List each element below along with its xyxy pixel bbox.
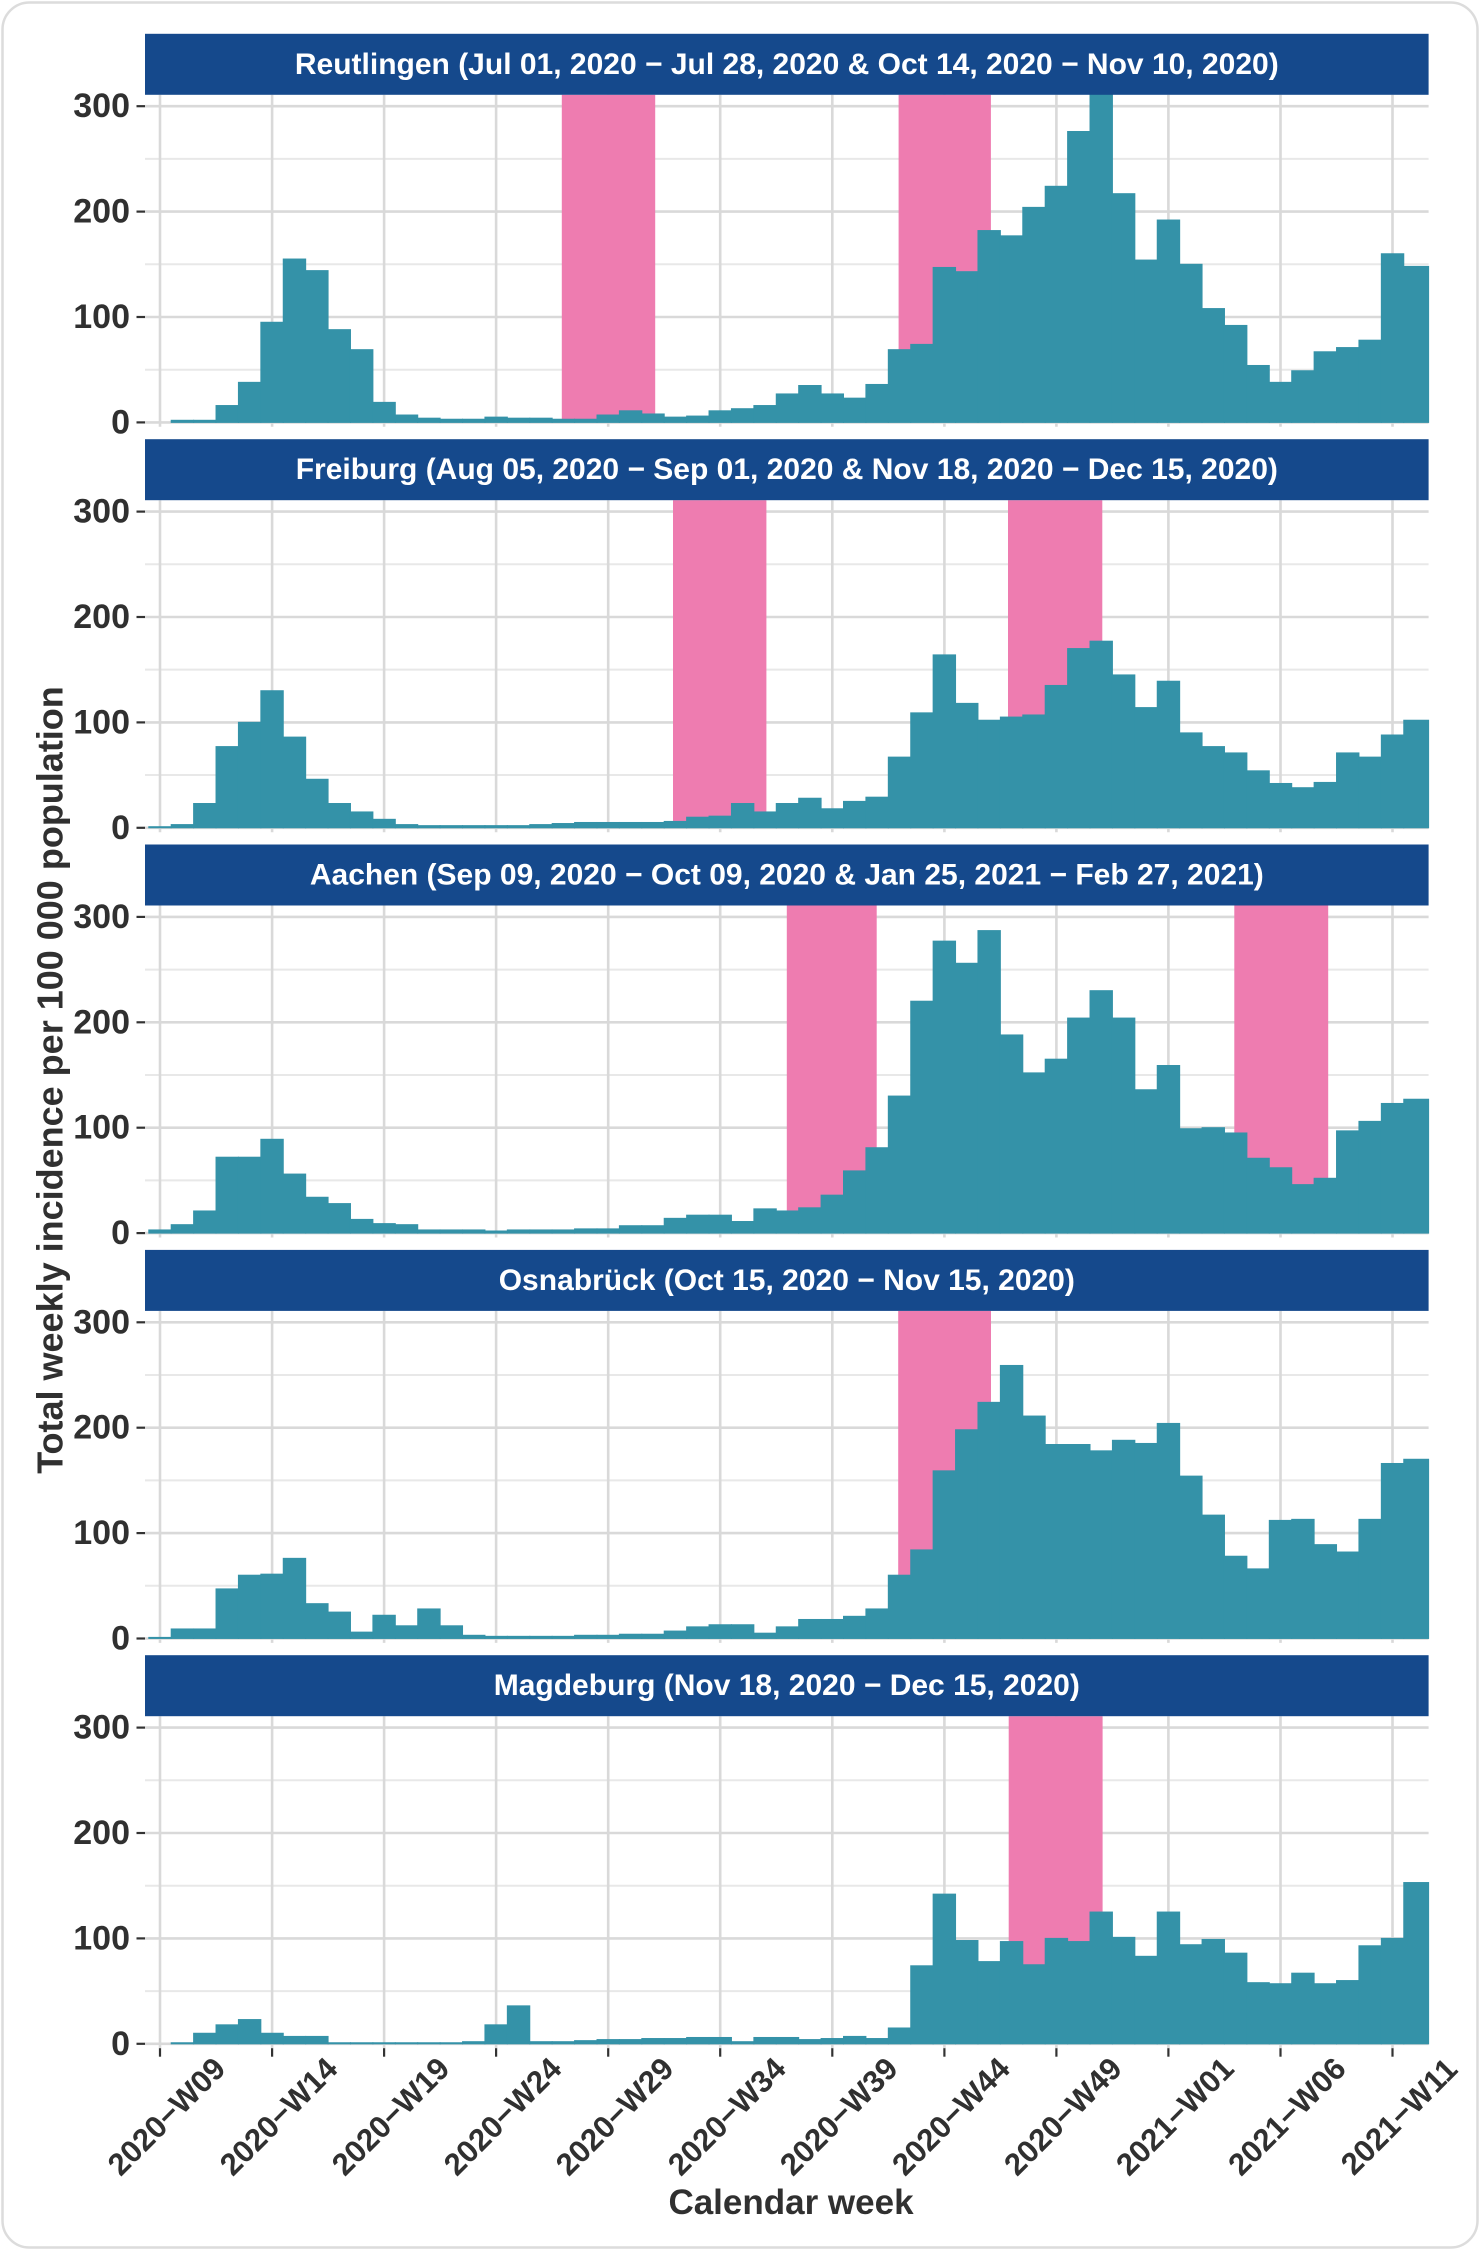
svg-text:Osnabrück (Oct 15, 2020 − Nov: Osnabrück (Oct 15, 2020 − Nov 15, 2020)	[499, 1264, 1075, 1297]
svg-text:100: 100	[73, 298, 130, 336]
svg-text:200: 200	[73, 1814, 130, 1852]
svg-text:200: 200	[73, 1409, 130, 1447]
svg-text:100: 100	[73, 1109, 130, 1147]
svg-text:0: 0	[111, 1214, 130, 1252]
svg-text:200: 200	[73, 1003, 130, 1041]
svg-text:300: 300	[73, 898, 130, 936]
svg-text:Total weekly incidence per 100: Total weekly incidence per 100 000 popul…	[30, 686, 71, 1474]
svg-text:100: 100	[73, 1514, 130, 1552]
svg-text:0: 0	[111, 1620, 130, 1658]
svg-text:Reutlingen (Jul 01, 2020 − Jul: Reutlingen (Jul 01, 2020 − Jul 28, 2020 …	[295, 48, 1279, 81]
svg-text:100: 100	[73, 703, 130, 741]
svg-text:300: 300	[73, 493, 130, 531]
svg-text:Freiburg (Aug 05, 2020 − Sep 0: Freiburg (Aug 05, 2020 − Sep 01, 2020 & …	[296, 453, 1278, 486]
svg-text:Calendar week: Calendar week	[668, 2183, 914, 2222]
svg-text:0: 0	[111, 403, 130, 441]
svg-text:100: 100	[73, 1919, 130, 1957]
svg-text:200: 200	[73, 598, 130, 636]
svg-text:300: 300	[73, 1709, 130, 1747]
svg-text:300: 300	[73, 87, 130, 125]
svg-text:Magdeburg (Nov 18, 2020 − Dec: Magdeburg (Nov 18, 2020 − Dec 15, 2020)	[494, 1669, 1080, 1702]
svg-text:Aachen (Sep 09, 2020 − Oct 09,: Aachen (Sep 09, 2020 − Oct 09, 2020 & Ja…	[310, 859, 1264, 892]
svg-text:200: 200	[73, 193, 130, 231]
svg-text:300: 300	[73, 1303, 130, 1341]
svg-text:0: 0	[111, 809, 130, 847]
svg-text:0: 0	[111, 2025, 130, 2063]
